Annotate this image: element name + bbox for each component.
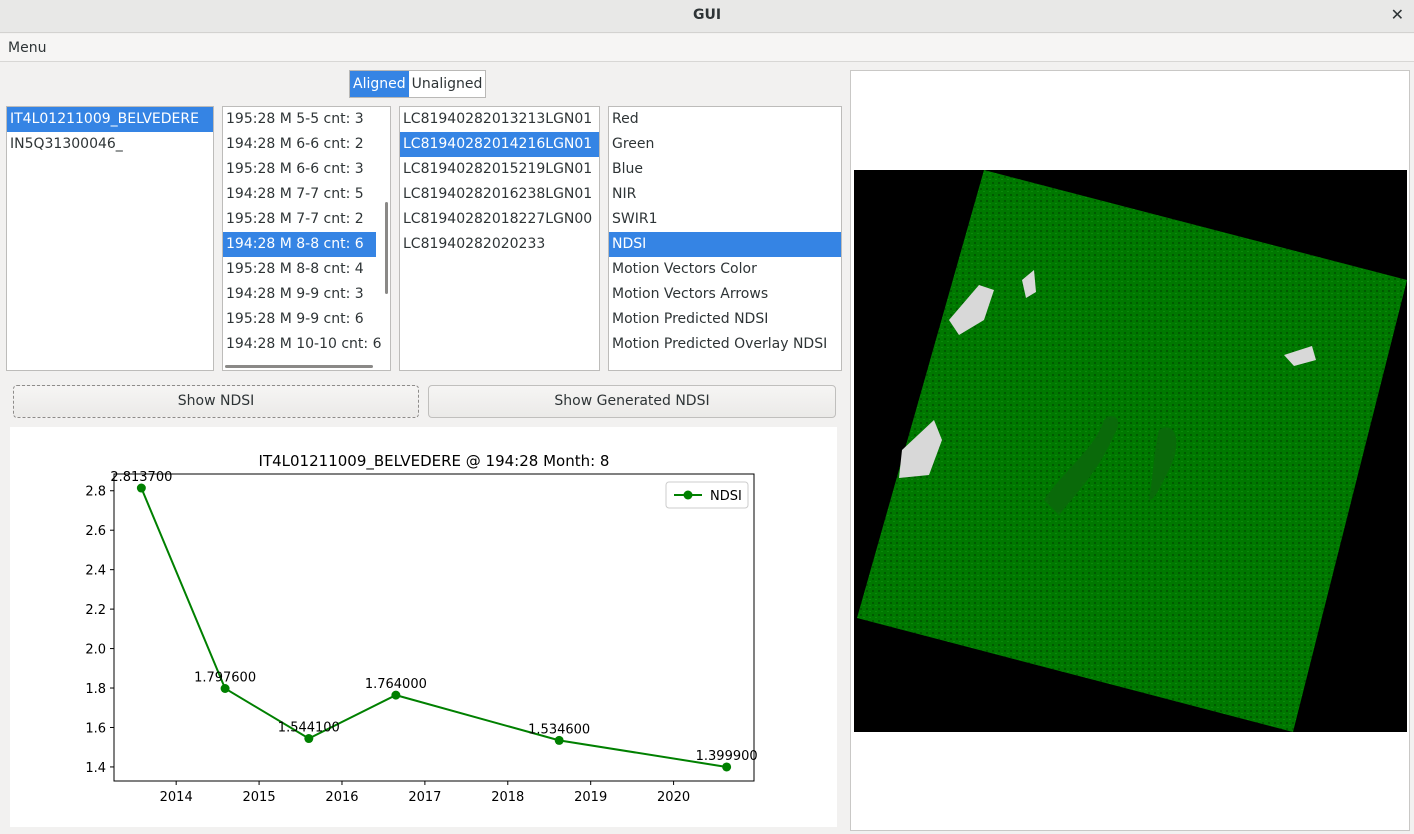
snow-patch xyxy=(899,420,942,478)
band-list-item[interactable]: NIR xyxy=(612,186,637,202)
lake-shape xyxy=(1044,415,1119,515)
x-tick-label: 2015 xyxy=(243,790,276,805)
band-list-item[interactable]: SWIR1 xyxy=(612,211,658,227)
tile-list-item[interactable]: 195:28 M 9-9 cnt: 6 xyxy=(226,311,364,327)
legend-marker xyxy=(683,490,693,500)
series-line-ndsi xyxy=(140,487,727,768)
scene-list[interactable]: LC81940282013213LGN01 LC81940282014216LGN… xyxy=(399,106,600,371)
band-list-item[interactable]: NDSI xyxy=(609,232,841,257)
snow-patch xyxy=(1022,270,1036,298)
lake-shape xyxy=(1149,427,1177,500)
x-tick-label: 2018 xyxy=(491,790,524,805)
data-label: 1.797600 xyxy=(194,670,256,685)
land-area xyxy=(857,170,1407,732)
data-label: 1.544100 xyxy=(278,721,340,736)
show-ndsi-button[interactable]: Show NDSI xyxy=(13,385,419,418)
menu-button[interactable]: Menu xyxy=(8,40,47,56)
snow-patch xyxy=(1284,346,1316,366)
tile-list-item[interactable]: 194:28 M 6-6 cnt: 2 xyxy=(226,136,364,152)
y-tick-label: 2.8 xyxy=(85,485,106,500)
aligned-tab[interactable]: Aligned xyxy=(350,71,409,97)
band-list-item[interactable]: Red xyxy=(612,111,639,127)
ndsi-image xyxy=(857,170,1407,732)
x-tick-label: 2014 xyxy=(160,790,193,805)
data-label: 2.813700 xyxy=(110,470,172,485)
band-list[interactable]: Red Green Blue NIR SWIR1 NDSI Motion Vectors C… xyxy=(608,106,842,371)
x-tick-label: 2019 xyxy=(574,790,607,805)
legend-label: NDSI xyxy=(710,489,742,504)
scene-list-item[interactable]: LC81940282018227LGN00 xyxy=(403,211,593,227)
data-point xyxy=(136,483,146,493)
tile-list-item[interactable]: 195:28 M 5-5 cnt: 3 xyxy=(226,111,364,127)
tile-list-item[interactable]: 195:28 M 8-8 cnt: 4 xyxy=(226,261,364,277)
site-list[interactable]: IT4L01211009_BELVEDERE IN5Q31300046_ xyxy=(6,106,214,371)
site-list-item[interactable]: IN5Q31300046_ xyxy=(10,136,123,152)
x-tick-label: 2020 xyxy=(657,790,690,805)
scene-list-item[interactable]: LC81940282020233 xyxy=(403,236,546,252)
unaligned-tab[interactable]: Unaligned xyxy=(411,76,483,92)
band-list-item[interactable]: Motion Vectors Color xyxy=(612,261,757,277)
alignment-toggle: Aligned Unaligned xyxy=(349,70,487,98)
vertical-scrollbar[interactable] xyxy=(385,202,388,294)
y-tick-label: 1.6 xyxy=(85,721,106,736)
band-list-item[interactable]: Motion Predicted NDSI xyxy=(612,311,769,327)
y-tick-label: 2.0 xyxy=(85,643,106,658)
ndsi-plot-panel: IT4L01211009_BELVEDERE @ 194:28 Month: 8… xyxy=(10,427,837,827)
legend-box xyxy=(665,481,749,509)
data-label: 1.399900 xyxy=(696,749,758,764)
data-point xyxy=(304,734,314,744)
tile-list-item[interactable]: 194:28 M 7-7 cnt: 5 xyxy=(226,186,364,202)
ndsi-line-chart: IT4L01211009_BELVEDERE @ 194:28 Month: 8… xyxy=(85,452,758,805)
scene-list-item[interactable]: LC81940282013213LGN01 xyxy=(403,111,593,127)
menu-bar: Menu xyxy=(0,34,1414,62)
title-bar: GUI ✕ xyxy=(0,0,1414,33)
chart-title: IT4L01211009_BELVEDERE @ 194:28 Month: 8 xyxy=(259,452,610,471)
scene-list-item[interactable]: LC81940282015219LGN01 xyxy=(403,161,593,177)
tile-list-item[interactable]: 194:28 M 8-8 cnt: 6 xyxy=(223,232,376,257)
y-tick-label: 2.6 xyxy=(85,524,106,539)
close-icon[interactable]: ✕ xyxy=(1390,5,1404,24)
x-tick-label: 2016 xyxy=(325,790,358,805)
plot-frame xyxy=(113,473,755,782)
tile-month-list[interactable]: 195:28 M 5-5 cnt: 3 194:28 M 6-6 cnt: 2 19… xyxy=(222,106,391,371)
tile-list-item[interactable]: 194:28 M 9-9 cnt: 3 xyxy=(226,286,364,302)
y-tick-label: 1.4 xyxy=(85,761,106,776)
satellite-image xyxy=(854,170,1407,732)
scene-list-item[interactable]: LC81940282016238LGN01 xyxy=(403,186,593,202)
band-list-item[interactable]: Blue xyxy=(612,161,643,177)
x-tick-label: 2017 xyxy=(408,790,441,805)
tile-list-item[interactable]: 195:28 M 7-7 cnt: 2 xyxy=(226,211,364,227)
y-tick-label: 2.4 xyxy=(85,564,106,579)
site-list-item[interactable]: IT4L01211009_BELVEDERE xyxy=(7,107,213,132)
tile-list-item[interactable]: 195:28 M 6-6 cnt: 3 xyxy=(226,161,364,177)
show-generated-ndsi-button[interactable]: Show Generated NDSI xyxy=(428,385,836,418)
data-point xyxy=(554,735,564,745)
scene-list-item[interactable]: LC81940282014216LGN01 xyxy=(400,132,599,157)
y-tick-label: 1.8 xyxy=(85,682,106,697)
band-list-item[interactable]: Motion Vectors Arrows xyxy=(612,286,769,302)
data-point xyxy=(220,683,230,693)
data-label: 1.534600 xyxy=(528,722,590,737)
image-view xyxy=(850,70,1410,831)
data-point xyxy=(391,690,401,700)
window-title: GUI xyxy=(692,7,722,23)
data-point xyxy=(722,762,732,772)
tile-list-item[interactable]: 194:28 M 10-10 cnt: 6 xyxy=(226,336,382,352)
horizontal-scrollbar[interactable] xyxy=(225,365,373,368)
band-list-item[interactable]: Motion Predicted Overlay NDSI xyxy=(612,336,828,352)
data-label: 1.764000 xyxy=(365,677,427,692)
band-list-item[interactable]: Green xyxy=(612,136,655,152)
snow-patch xyxy=(949,285,994,335)
y-tick-label: 2.2 xyxy=(85,603,106,618)
